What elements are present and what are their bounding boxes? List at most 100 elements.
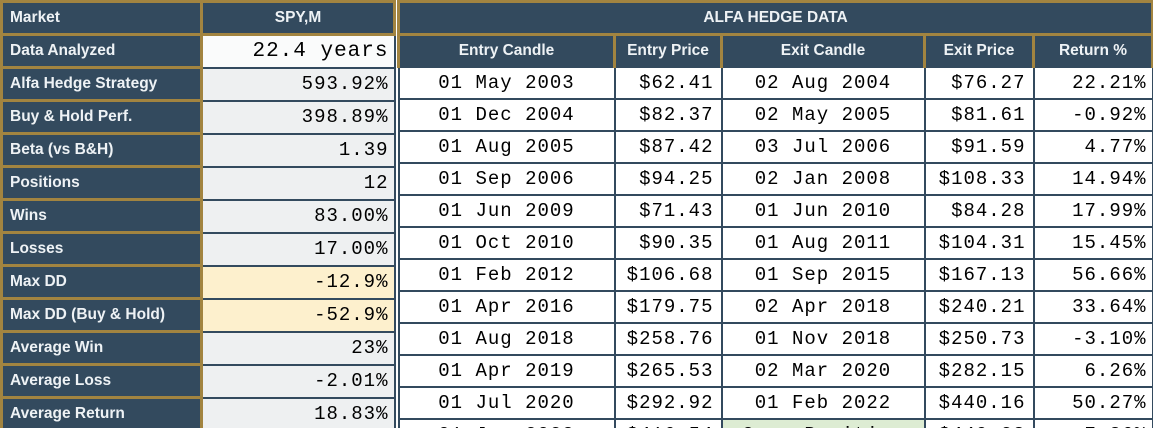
- return-pct-cell: 17.99%: [1032, 194, 1153, 228]
- entry-candle-cell: 01 Jun 2009: [397, 194, 616, 228]
- trades-title-row: ALFA HEDGE DATA: [396, 0, 1153, 36]
- entry-price-cell: $292.92: [613, 386, 723, 420]
- trade-row: 01 Jul 2020 $292.92 01 Feb 2022 $440.16 …: [397, 386, 1153, 420]
- entry-candle-cell: 01 Apr 2019: [397, 354, 616, 388]
- stat-label: Buy & Hold Perf.: [0, 99, 203, 135]
- market-value: SPY,M: [200, 0, 396, 36]
- return-pct-cell: 6.26%: [1032, 354, 1153, 388]
- entry-candle-cell: 01 May 2003: [397, 66, 616, 100]
- return-pct-cell: 7.86%: [1032, 418, 1153, 428]
- stat-value: 398.89%: [200, 99, 396, 135]
- entry-candle-cell: 01 Feb 2012: [397, 258, 616, 292]
- exit-candle-cell: 01 Aug 2011: [720, 226, 926, 260]
- col-header-entry-price: Entry Price: [613, 33, 723, 68]
- exit-price-cell: $81.61: [923, 98, 1035, 132]
- stat-header-row: Market SPY,M: [0, 0, 396, 36]
- trades-table: ALFA HEDGE DATA Entry Candle Entry Price…: [396, 0, 1153, 428]
- stat-label: Losses: [0, 231, 203, 267]
- exit-price-cell: $449.28: [923, 418, 1035, 428]
- exit-candle-cell: 02 May 2005: [720, 98, 926, 132]
- stat-label: Beta (vs B&H): [0, 132, 203, 168]
- stat-label: Alfa Hedge Strategy: [0, 66, 203, 102]
- trade-row: 01 Dec 2004 $82.37 02 May 2005 $81.61 -0…: [397, 98, 1153, 132]
- entry-candle-cell: 01 Jun 2023: [397, 418, 616, 428]
- exit-candle-cell: 02 Mar 2020: [720, 354, 926, 388]
- exit-candle-cell: 01 Jun 2010: [720, 194, 926, 228]
- stat-label: Wins: [0, 198, 203, 234]
- strategy-stats-table: Market SPY,M Data Analyzed 22.4 years Al…: [0, 0, 396, 428]
- stat-row: Beta (vs B&H) 1.39: [0, 132, 396, 168]
- col-header-entry-candle: Entry Candle: [397, 33, 616, 68]
- return-pct-cell: 22.21%: [1032, 66, 1153, 100]
- stat-row: Wins 83.00%: [0, 198, 396, 234]
- trade-row-open: 01 Jun 2023 $416.54 Open Position $449.2…: [397, 418, 1153, 428]
- stat-value: 23%: [200, 330, 396, 366]
- exit-price-cell: $91.59: [923, 130, 1035, 164]
- stat-value: 18.83%: [200, 396, 396, 428]
- exit-price-cell: $240.21: [923, 290, 1035, 324]
- stat-row-max-dd-bh: Max DD (Buy & Hold) -52.9%: [0, 297, 396, 333]
- exit-price-cell: $84.28: [923, 194, 1035, 228]
- stat-label: Max DD: [0, 264, 203, 300]
- exit-candle-cell: 01 Sep 2015: [720, 258, 926, 292]
- trade-row: 01 Apr 2016 $179.75 02 Apr 2018 $240.21 …: [397, 290, 1153, 324]
- stat-row: Average Return 18.83%: [0, 396, 396, 428]
- entry-price-cell: $82.37: [613, 98, 723, 132]
- entry-price-cell: $265.53: [613, 354, 723, 388]
- exit-price-cell: $250.73: [923, 322, 1035, 356]
- entry-price-cell: $87.42: [613, 130, 723, 164]
- stat-row-max-dd: Max DD -12.9%: [0, 264, 396, 300]
- return-pct-cell: 50.27%: [1032, 386, 1153, 420]
- return-pct-cell: 33.64%: [1032, 290, 1153, 324]
- entry-price-cell: $258.76: [613, 322, 723, 356]
- entry-candle-cell: 01 Jul 2020: [397, 386, 616, 420]
- trades-title: ALFA HEDGE DATA: [396, 0, 1153, 36]
- trade-row: 01 Apr 2019 $265.53 02 Mar 2020 $282.15 …: [397, 354, 1153, 388]
- col-header-exit-candle: Exit Candle: [720, 33, 926, 68]
- stat-row: Buy & Hold Perf. 398.89%: [0, 99, 396, 135]
- stat-value-highlighted: -52.9%: [200, 297, 396, 333]
- entry-price-cell: $71.43: [613, 194, 723, 228]
- exit-candle-cell: 02 Apr 2018: [720, 290, 926, 324]
- exit-price-cell: $167.13: [923, 258, 1035, 292]
- stat-row: Alfa Hedge Strategy 593.92%: [0, 66, 396, 102]
- entry-price-cell: $62.41: [613, 66, 723, 100]
- exit-price-cell: $440.16: [923, 386, 1035, 420]
- stat-label: Max DD (Buy & Hold): [0, 297, 203, 333]
- entry-price-cell: $106.68: [613, 258, 723, 292]
- stat-label: Average Win: [0, 330, 203, 366]
- trades-column-header-row: Entry Candle Entry Price Exit Candle Exi…: [397, 33, 1153, 68]
- stat-value: 22.4 years: [200, 33, 396, 69]
- trade-row: 01 Oct 2010 $90.35 01 Aug 2011 $104.31 1…: [397, 226, 1153, 260]
- stat-label: Average Loss: [0, 363, 203, 399]
- col-header-return-pct: Return %: [1031, 33, 1153, 68]
- trade-row: 01 May 2003 $62.41 02 Aug 2004 $76.27 22…: [397, 66, 1153, 100]
- trade-row: 01 Aug 2018 $258.76 01 Nov 2018 $250.73 …: [397, 322, 1153, 356]
- return-pct-cell: -3.10%: [1032, 322, 1153, 356]
- trade-row: 01 Feb 2012 $106.68 01 Sep 2015 $167.13 …: [397, 258, 1153, 292]
- return-pct-cell: 14.94%: [1032, 162, 1153, 196]
- entry-candle-cell: 01 Dec 2004: [397, 98, 616, 132]
- stat-value: 1.39: [200, 132, 396, 168]
- stat-row: Data Analyzed 22.4 years: [0, 33, 396, 69]
- stat-value: 83.00%: [200, 198, 396, 234]
- entry-candle-cell: 01 Sep 2006: [397, 162, 616, 196]
- return-pct-cell: 56.66%: [1032, 258, 1153, 292]
- entry-price-cell: $90.35: [613, 226, 723, 260]
- exit-candle-cell: 01 Feb 2022: [720, 386, 926, 420]
- exit-candle-cell: 03 Jul 2006: [720, 130, 926, 164]
- trade-row: 01 Jun 2009 $71.43 01 Jun 2010 $84.28 17…: [397, 194, 1153, 228]
- exit-candle-cell: 02 Jan 2008: [720, 162, 926, 196]
- stat-row: Losses 17.00%: [0, 231, 396, 267]
- col-header-exit-price: Exit Price: [923, 33, 1035, 68]
- stat-value: 593.92%: [200, 66, 396, 102]
- stat-label: Data Analyzed: [0, 33, 203, 69]
- entry-candle-cell: 01 Aug 2005: [397, 130, 616, 164]
- trade-row: 01 Aug 2005 $87.42 03 Jul 2006 $91.59 4.…: [397, 130, 1153, 164]
- stat-value: 17.00%: [200, 231, 396, 267]
- return-pct-cell: 15.45%: [1032, 226, 1153, 260]
- entry-price-cell: $94.25: [613, 162, 723, 196]
- trade-row: 01 Sep 2006 $94.25 02 Jan 2008 $108.33 1…: [397, 162, 1153, 196]
- exit-candle-cell: 01 Nov 2018: [720, 322, 926, 356]
- entry-price-cell: $416.54: [613, 418, 723, 428]
